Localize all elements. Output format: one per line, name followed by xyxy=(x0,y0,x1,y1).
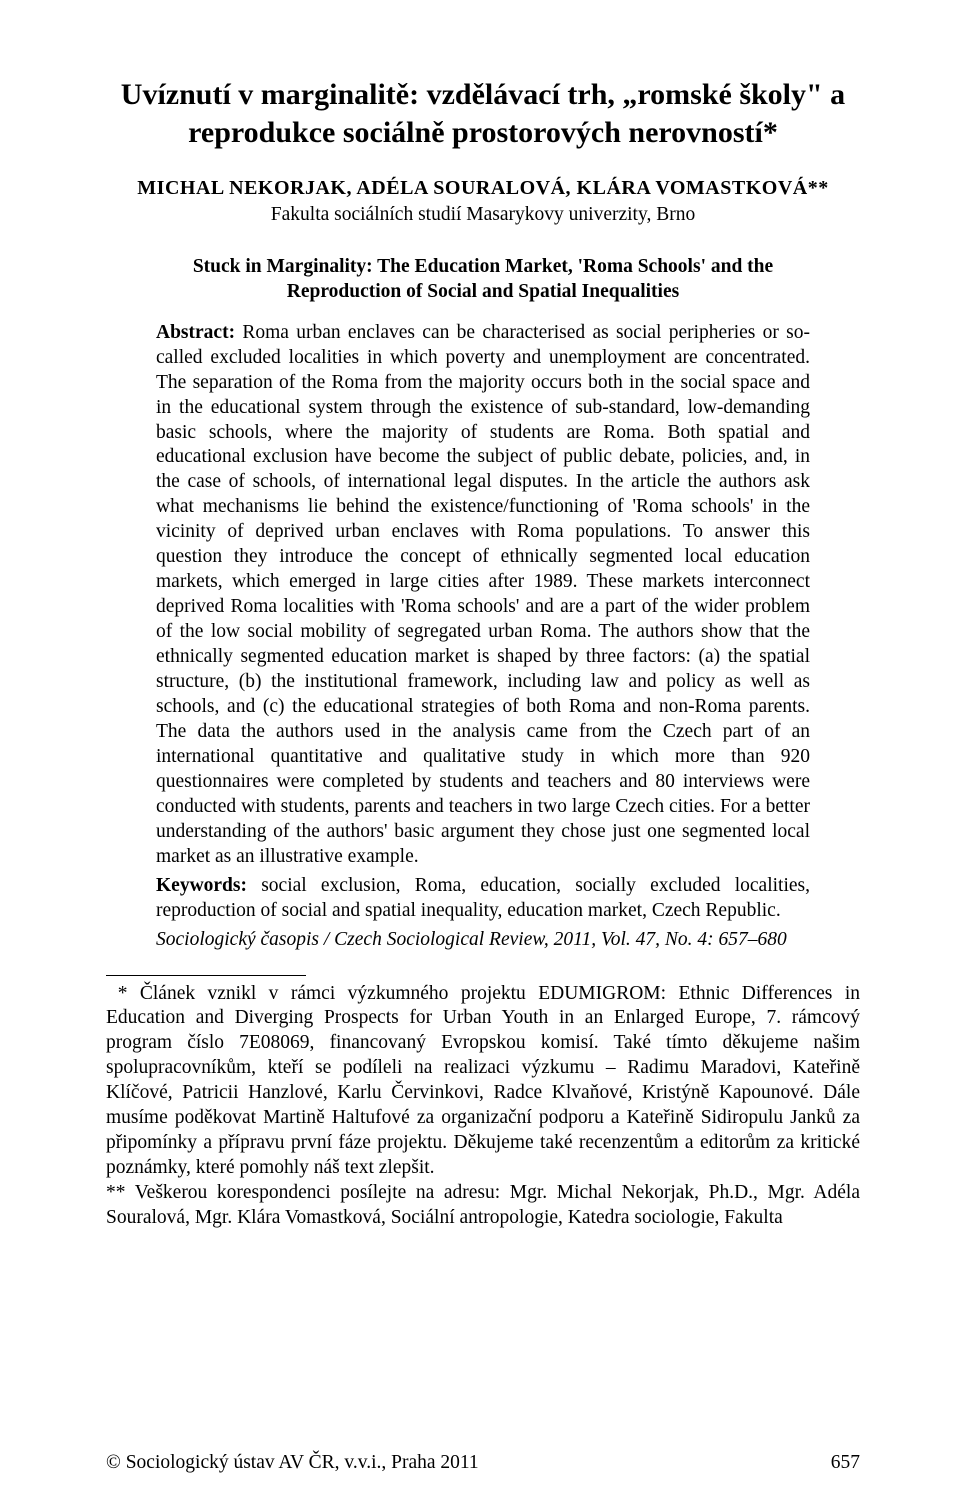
abstract-paragraph: Abstract: Roma urban enclaves can be cha… xyxy=(156,321,810,870)
english-title: Stuck in Marginality: The Education Mark… xyxy=(156,254,810,305)
keywords-paragraph: Keywords: social exclusion, Roma, educat… xyxy=(156,874,810,924)
footnotes-block: * Článek vznikl v rámci výzkumného proje… xyxy=(106,982,860,1232)
abstract-label: Abstract: xyxy=(156,322,242,343)
footer-copyright: © Sociologický ústav AV ČR, v.v.i., Prah… xyxy=(106,1452,479,1474)
abstract-block: Abstract: Roma urban enclaves can be cha… xyxy=(156,321,810,953)
keywords-label: Keywords: xyxy=(156,875,261,896)
journal-citation: Sociologický časopis / Czech Sociologica… xyxy=(156,928,810,953)
abstract-text: Roma urban enclaves can be characterised… xyxy=(156,322,810,867)
footnote-separator xyxy=(106,975,306,976)
article-title: Uvíznutí v marginalitě: vzdělávací trh, … xyxy=(106,76,860,151)
authors-line: MICHAL NEKORJAK, ADÉLA SOURALOVÁ, KLÁRA … xyxy=(106,177,860,200)
footnote-2: ** Veškerou korespondenci posílejte na a… xyxy=(106,1181,860,1231)
page-number: 657 xyxy=(831,1452,860,1474)
page-footer: © Sociologický ústav AV ČR, v.v.i., Prah… xyxy=(106,1452,860,1474)
footnote-1: * Článek vznikl v rámci výzkumného proje… xyxy=(106,982,860,1182)
affiliation: Fakulta sociálních studií Masarykovy uni… xyxy=(106,204,860,226)
